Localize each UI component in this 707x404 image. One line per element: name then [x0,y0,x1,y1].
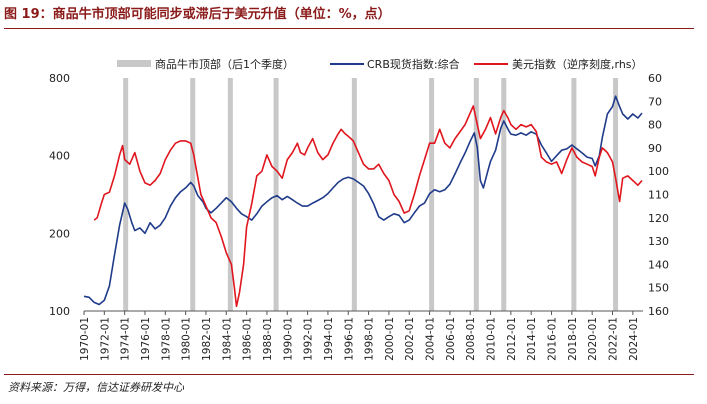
right-tick-label: 100 [648,165,669,178]
x-tick-label: 1972-01 [99,317,111,361]
x-tick-label: 2010-01 [486,317,498,361]
x-tick-label: 1970-01 [79,317,91,361]
x-tick-label: 1992-01 [303,317,315,361]
peak-bar [473,78,479,311]
peak-bar [429,78,435,311]
x-tick-label: 2006-01 [445,317,457,361]
x-tick-label: 2008-01 [465,317,477,361]
x-tick-label: 1982-01 [201,317,213,361]
series-lines [83,95,643,308]
x-tick-label: 2000-01 [384,317,396,361]
x-tick-label: 1980-01 [181,317,193,361]
right-tick-label: 150 [648,282,669,295]
left-axis-ticks: 100 200 400 800 [49,72,70,318]
x-tick-label: 1988-01 [262,317,274,361]
peak-bar [227,78,233,311]
x-tick-label: 1978-01 [160,317,172,361]
peak-bar [501,78,507,311]
title-rule [4,28,694,29]
right-tick-label: 60 [648,72,662,85]
peak-bar [571,78,577,311]
right-tick-label: 140 [648,258,669,271]
peak-bars [123,78,619,311]
x-tick-label: 2024-01 [628,317,640,361]
legend-label-bars: 商品牛市顶部（后1个季度） [155,57,294,71]
right-tick-label: 120 [648,212,669,225]
source-note: 资料来源：万得，信达证券研发中心 [8,381,184,394]
right-tick-label: 80 [648,119,662,132]
x-tick-label: 1986-01 [242,317,254,361]
peak-bar [273,78,279,311]
x-tick-label: 1990-01 [282,317,294,361]
x-tick-label: 2016-01 [547,317,559,361]
left-tick-label: 400 [49,150,70,163]
x-tick-label: 1998-01 [364,317,376,361]
right-tick-label: 110 [648,189,669,202]
crb-series-line [83,95,643,306]
figure-title: 图 19：商品牛市顶部可能同步或滞后于美元升值（单位：%，点） [4,7,391,22]
right-tick-label: 70 [648,95,662,108]
x-tick-label: 2002-01 [404,317,416,361]
x-tick-label: 2012-01 [506,317,518,361]
x-tick-label: 1984-01 [221,317,233,361]
bottom-rule [4,374,694,375]
x-tick-label: 2022-01 [608,317,620,361]
x-tick-label: 2014-01 [526,317,538,361]
x-tick-label: 1976-01 [140,317,152,361]
peak-bar [190,78,196,311]
usd-series-line [93,105,643,308]
right-tick-label: 90 [648,142,662,155]
legend-swatch-bars [117,60,151,67]
right-axis-ticks: 60 70 80 90 100 110 120 130 140 150 160 [648,72,669,318]
peak-bar [123,78,129,311]
x-axis-ticks: 1970-01 1972-01 1974-01 1976-01 1978-01 1980-… [79,311,640,361]
x-tick-label: 1974-01 [120,317,132,361]
x-tick-label: 2018-01 [567,317,579,361]
left-tick-label: 100 [49,305,70,318]
legend-label-usd: 美元指数（逆序刻度,rhs） [512,57,643,71]
legend-label-crb: CRB现货指数:综合 [367,57,460,71]
legend: 商品牛市顶部（后1个季度） CRB现货指数:综合 美元指数（逆序刻度,rhs） [117,57,643,71]
x-tick-label: 2004-01 [425,317,437,361]
right-tick-label: 130 [648,235,669,248]
right-tick-label: 160 [648,305,669,318]
x-tick-label: 2020-01 [587,317,599,361]
left-tick-label: 800 [49,72,70,85]
peak-bar [351,78,357,311]
x-tick-label: 1996-01 [343,317,355,361]
left-tick-label: 200 [49,227,70,240]
x-tick-label: 1994-01 [323,317,335,361]
peak-bar [613,78,619,311]
